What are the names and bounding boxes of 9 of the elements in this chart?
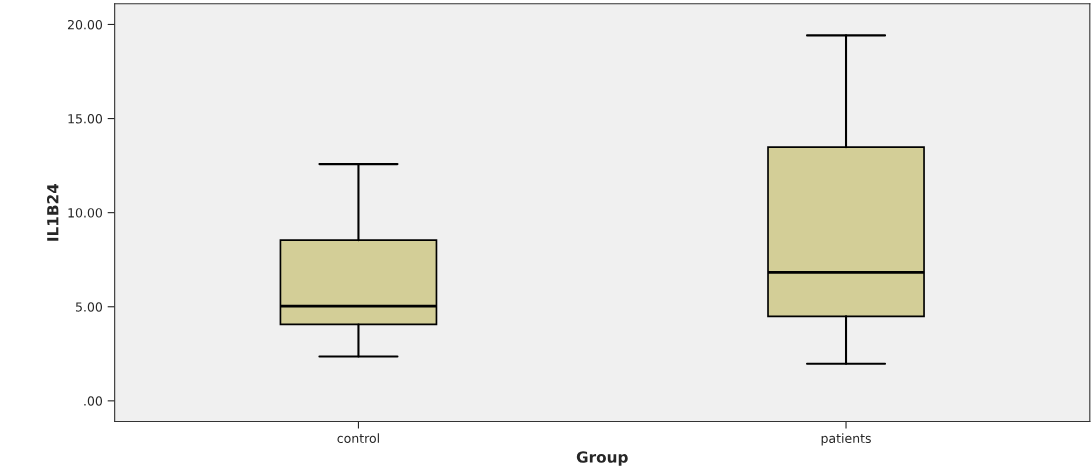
x-tick-label: patients (821, 433, 871, 446)
y-tick-label: 10.00 (68, 208, 103, 218)
x-tick-label: control (337, 433, 379, 444)
y-tick-label: 20.00 (67, 19, 103, 30)
y-tick-label: 5.00 (75, 302, 103, 312)
y-axis-title: IL1B24 (47, 183, 59, 241)
x-axis-title: Group (576, 451, 628, 466)
y-tick-label: .00 (84, 396, 103, 406)
y-tick-label: 15.00 (68, 114, 103, 124)
